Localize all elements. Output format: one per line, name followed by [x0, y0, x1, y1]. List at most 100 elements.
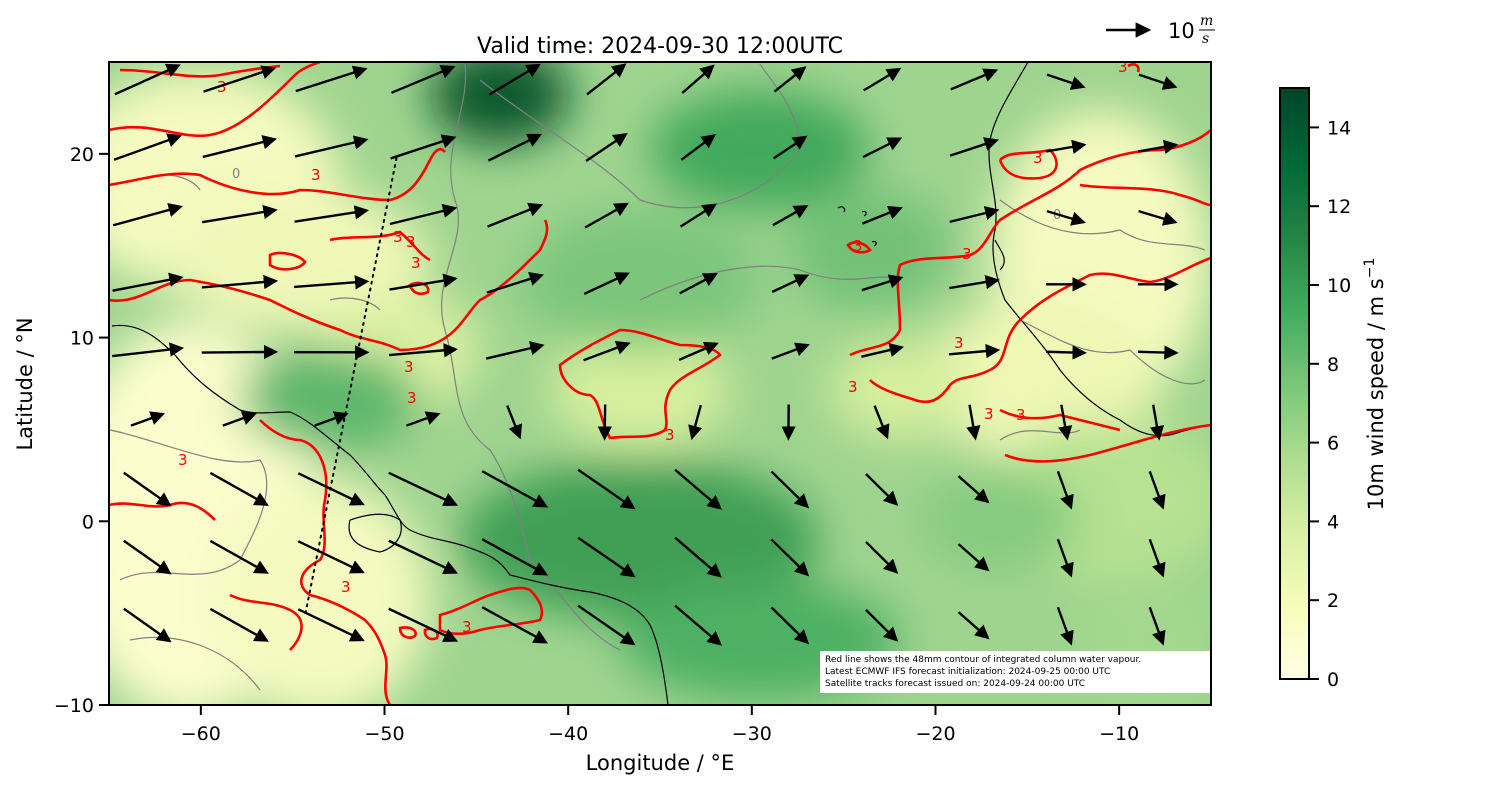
wind-arrow-icon [389, 273, 458, 291]
y-axis-label: Latitude / °N [13, 317, 37, 450]
wind-arrow-icon [123, 607, 172, 643]
wind-arrow-icon [679, 273, 718, 295]
contour-label: 3 [1033, 149, 1043, 167]
south-america-coastline [111, 324, 669, 705]
wind-arrow-icon [123, 471, 172, 507]
wind-arrow-icon [679, 203, 718, 228]
colorbar-tick-label: 4 [1327, 511, 1339, 533]
wind-arrow-icon [1138, 73, 1178, 90]
quiver-key-value: 10 [1168, 19, 1195, 43]
wind-arrow-icon [583, 340, 631, 362]
wind-arrow-icon [577, 604, 636, 646]
wind-arrow-icon [949, 274, 1000, 290]
x-tick-label: −10 [1099, 723, 1139, 745]
wind-arrow-icon [861, 205, 903, 225]
wind-arrow-icon [294, 135, 369, 158]
wind-arrow-icon [297, 472, 365, 506]
map-frame [108, 61, 1212, 706]
west-africa-inlet [994, 239, 1005, 271]
wind-arrow-icon [481, 538, 549, 576]
wind-arrow-icon [294, 275, 370, 290]
colorbar-tick-label: 8 [1327, 354, 1339, 376]
wind-arrow-icon [406, 411, 441, 427]
wind-arrow-icon [297, 540, 365, 574]
annotation-box: Red line shows the 48mm contour of integ… [820, 651, 1211, 693]
contour-label: 3 [1016, 406, 1026, 424]
contour-label: 3 [1118, 58, 1128, 76]
wind-arrow-icon [113, 133, 183, 161]
wind-arrow-icon [674, 536, 722, 578]
wind-arrow-icon [681, 64, 715, 94]
wind-arrow-icon [222, 411, 257, 427]
wind-arrow-icon [1138, 210, 1178, 226]
colorbar-tick-label: 0 [1327, 669, 1339, 691]
wind-arrow-icon [949, 206, 1000, 224]
wind-arrow-icon [203, 65, 277, 93]
wind-arrow-icon [770, 606, 810, 645]
wind-arrow-icon [114, 63, 181, 96]
contour-label: 3 [178, 451, 188, 469]
x-tick-label: −20 [915, 723, 955, 745]
wind-arrow-icon [1058, 404, 1073, 441]
wind-arrow-icon [861, 343, 905, 358]
wind-arrow-icon [577, 468, 636, 510]
x-axis-label: Longitude / °E [586, 751, 735, 775]
wind-arrow-icon [948, 343, 1001, 359]
wind-arrow-icon [506, 405, 523, 440]
wind-arrow-icon [209, 539, 269, 574]
wind-arrow-icon [209, 471, 269, 506]
wind-arrow-icon [1149, 404, 1165, 441]
amazon-delta-coastline [348, 513, 402, 553]
quiver-key: 10 m s [1106, 13, 1215, 47]
wind-arrow-icon [1046, 139, 1087, 154]
wind-arrow-icon [949, 137, 999, 157]
wind-arrow-icon [481, 470, 549, 508]
wind-arrow-icon [388, 539, 459, 575]
wind-arrow-icon [1046, 345, 1087, 360]
annotation-line-2: Latest ECMWF IFS forecast initialization… [825, 667, 1110, 677]
colorbar-tick-label: 2 [1327, 590, 1339, 612]
wind-arrow-icon [861, 274, 904, 292]
wind-arrow-icon [1056, 538, 1074, 578]
wind-arrow-icon [863, 67, 902, 92]
wind-arrow-icon [1137, 139, 1179, 154]
wind-arrow-icon [201, 274, 279, 290]
wind-arrow-icon [294, 205, 370, 223]
contour-label: 3 [665, 426, 675, 444]
x-tick-label: −60 [181, 723, 221, 745]
wind-arrow-icon [112, 342, 185, 358]
y-tick-label: 0 [82, 511, 94, 533]
contour-label: 3 [853, 237, 863, 255]
wind-arrow-icon [389, 343, 459, 358]
wind-arrow-icon [112, 202, 183, 227]
y-tick-label: −10 [54, 695, 94, 717]
wind-arrow-icon [597, 404, 612, 441]
wind-arrow-icon [957, 543, 990, 572]
quiver-key-unit-num: m [1200, 13, 1213, 29]
wind-arrow-icon [389, 203, 458, 226]
wind-arrow-icon [1046, 210, 1086, 226]
wind-arrow-icon [388, 471, 459, 507]
wind-arrow-icon [586, 63, 627, 96]
wind-arrow-icon [950, 68, 999, 91]
wind-arrow-icon [584, 202, 629, 229]
x-tick-label: −30 [732, 723, 772, 745]
wind-arrow-icon [957, 611, 990, 640]
x-tick-label: −40 [548, 723, 588, 745]
colorbar-label: 10m wind speed / m s−1 [1362, 258, 1388, 511]
wind-arrow-icon [772, 135, 808, 160]
wind-arrow-icon [771, 274, 810, 293]
contour-label: 3 [462, 618, 472, 636]
contour-label: 3 [406, 233, 416, 251]
contour-label: 3 [954, 334, 964, 352]
wind-arrow-icon [957, 475, 990, 504]
wind-arrow-icon [773, 66, 807, 93]
wind-arrow-icon [1148, 606, 1166, 646]
satellite-track [304, 152, 399, 615]
wind-arrow-icon [201, 204, 278, 224]
colorbar-ticks: 0 2 4 6 8 10 12 14 [1309, 117, 1351, 691]
wind-arrow-icon [770, 470, 810, 509]
wind-arrow-icon [295, 65, 368, 93]
colorbar-tick-label: 10 [1327, 275, 1351, 297]
colorbar-tick-label: 12 [1327, 196, 1351, 218]
